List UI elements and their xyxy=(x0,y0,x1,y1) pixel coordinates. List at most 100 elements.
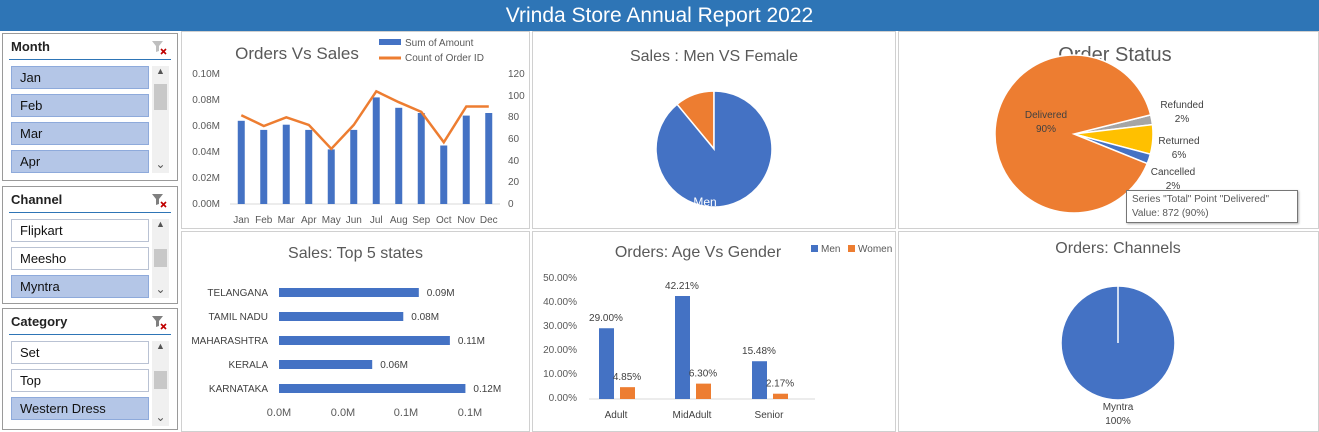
legend-label-men: Men xyxy=(821,244,840,255)
order-status-chart[interactable]: Delivered 90% Refunded 2% Returned 6% Cancelle… xyxy=(899,32,1318,228)
month-scrollbar[interactable]: ▲ ⌄ xyxy=(152,66,169,173)
orders-vs-sales-panel[interactable]: Orders Vs Sales Sum of Amount Count of O… xyxy=(181,31,530,229)
month-item-jan[interactable]: Jan xyxy=(11,66,149,89)
men-slice[interactable] xyxy=(655,90,773,208)
channel-scroll-thumb[interactable] xyxy=(154,249,167,267)
x-tick: 0.1M xyxy=(394,407,418,419)
x-tick-jul: Jul xyxy=(370,215,383,226)
sales-bar-aug[interactable] xyxy=(395,107,403,204)
women-bar-midadult[interactable] xyxy=(696,383,711,399)
women-bar-adult[interactable] xyxy=(620,387,635,399)
orders-vs-sales-chart[interactable]: Sum of Amount Count of Order ID 0.10M 0.… xyxy=(182,32,529,228)
category-item-top[interactable]: Top xyxy=(11,369,149,392)
channels-chart[interactable]: Myntra 100% xyxy=(899,232,1318,431)
right-tick: 20 xyxy=(508,177,520,188)
channels-panel[interactable]: Orders: Channels Myntra 100% xyxy=(898,231,1319,432)
month-scroll-down-icon[interactable]: ⌄ xyxy=(155,157,166,171)
legend-swatch-men xyxy=(811,245,818,252)
refunded-percent: 2% xyxy=(1175,114,1190,125)
top-states-chart[interactable]: TELANGANA 0.09M TAMIL NADU 0.08M MAHARASHTRA… xyxy=(182,232,529,431)
category-filter-clear-icon[interactable] xyxy=(151,314,167,330)
channel-slicer: Channel Flipkart Meesho Myntra ▲ ⌄ xyxy=(2,186,178,304)
men-female-panel[interactable]: Sales : Men VS Female Men xyxy=(532,31,896,229)
men-bar-adult[interactable] xyxy=(599,328,614,399)
month-scroll-up-icon[interactable]: ▲ xyxy=(156,66,165,76)
category-scroll-down-icon[interactable]: ⌄ xyxy=(155,410,166,424)
men-bar-senior[interactable] xyxy=(752,361,767,399)
channel-scroll-down-icon[interactable]: ⌄ xyxy=(155,282,166,296)
state-bar[interactable] xyxy=(279,336,450,345)
men-value-label: 15.48% xyxy=(742,346,776,357)
month-item-feb[interactable]: Feb xyxy=(11,94,149,117)
channel-item-myntra[interactable]: Myntra xyxy=(11,275,149,298)
men-value-label: 42.21% xyxy=(665,281,699,292)
count-of-order-id-line[interactable] xyxy=(240,89,489,151)
men-value-label: 29.00% xyxy=(589,313,623,324)
category-label-adult: Adult xyxy=(605,410,628,421)
x-tick-jan: Jan xyxy=(233,215,249,226)
tooltip-series-line: Series "Total" Point "Delivered" xyxy=(1132,194,1270,205)
sales-bar-may[interactable] xyxy=(327,149,335,204)
sales-bar-jun[interactable] xyxy=(350,129,358,204)
sales-bar-apr[interactable] xyxy=(305,129,313,204)
men-female-chart[interactable]: Men xyxy=(533,32,895,228)
right-tick: 100 xyxy=(508,91,525,102)
sales-bar-nov[interactable] xyxy=(462,115,470,204)
state-label: MAHARASHTRA xyxy=(191,336,268,347)
category-item-set[interactable]: Set xyxy=(11,341,149,364)
women-bar-senior[interactable] xyxy=(773,393,788,399)
women-value-label: 6.30% xyxy=(689,369,717,380)
x-tick-nov: Nov xyxy=(457,215,475,226)
sales-bar-dec[interactable] xyxy=(485,113,493,204)
sales-bar-oct[interactable] xyxy=(440,145,448,205)
sales-bar-jan[interactable] xyxy=(237,120,245,204)
right-tick: 60 xyxy=(508,134,520,145)
channel-scrollbar[interactable]: ▲ ⌄ xyxy=(152,219,169,298)
sales-bar-sep[interactable] xyxy=(417,113,425,204)
sales-bar-mar[interactable] xyxy=(282,124,290,204)
state-bar[interactable] xyxy=(279,384,466,393)
top-states-panel[interactable]: Sales: Top 5 states TELANGANA 0.09M TAMIL … xyxy=(181,231,530,432)
state-label: KARNATAKA xyxy=(209,384,268,395)
myntra-percent: 100% xyxy=(1105,416,1131,427)
category-scrollbar[interactable]: ▲ ⌄ xyxy=(152,341,169,426)
left-tick: 0.04M xyxy=(192,147,220,158)
delivered-slice[interactable] xyxy=(994,54,1152,214)
month-scroll-thumb[interactable] xyxy=(154,84,167,110)
x-tick-aug: Aug xyxy=(390,215,408,226)
category-scroll-thumb[interactable] xyxy=(154,371,167,389)
x-tick: 0.1M xyxy=(458,407,482,419)
x-tick-may: May xyxy=(322,215,341,226)
left-tick: 0.06M xyxy=(192,121,220,132)
x-tick: 0.0M xyxy=(331,407,355,419)
state-bar[interactable] xyxy=(279,288,419,297)
channel-item-flipkart[interactable]: Flipkart xyxy=(11,219,149,242)
sales-bar-feb[interactable] xyxy=(260,129,268,204)
category-slicer: Category Set Top Western Dress ▲ ⌄ xyxy=(2,308,178,430)
month-item-apr[interactable]: Apr xyxy=(11,150,149,173)
channel-filter-clear-icon[interactable] xyxy=(151,192,167,208)
report-title: Vrinda Store Annual Report 2022 xyxy=(0,0,1319,31)
month-item-mar[interactable]: Mar xyxy=(11,122,149,145)
men-slice-label: Men xyxy=(693,195,716,209)
order-status-panel[interactable]: Order Status Delivered 90% Refunded 2% Retur… xyxy=(898,31,1319,229)
men-bar-midadult[interactable] xyxy=(675,296,690,399)
category-slicer-title: Category xyxy=(11,314,68,329)
state-bar[interactable] xyxy=(279,360,373,369)
channel-item-meesho[interactable]: Meesho xyxy=(11,247,149,270)
category-scroll-up-icon[interactable]: ▲ xyxy=(156,341,165,351)
left-tick: 0.10M xyxy=(192,69,220,80)
state-bar[interactable] xyxy=(279,312,404,321)
cancelled-label: Cancelled xyxy=(1151,167,1195,178)
month-filter-clear-icon[interactable] xyxy=(151,39,167,55)
channel-scroll-up-icon[interactable]: ▲ xyxy=(156,219,165,229)
x-tick: 0.0M xyxy=(267,407,291,419)
age-gender-panel[interactable]: Orders: Age Vs Gender Men Women 50.00% 4… xyxy=(532,231,896,432)
x-tick-sep: Sep xyxy=(412,215,430,226)
age-gender-chart[interactable]: Men Women 50.00% 40.00% 30.00% 20.00% 10… xyxy=(533,232,895,431)
category-item-western-dress[interactable]: Western Dress xyxy=(11,397,149,420)
top-states-title: Sales: Top 5 states xyxy=(288,245,423,262)
x-tick-oct: Oct xyxy=(436,215,452,226)
sales-bar-jul[interactable] xyxy=(372,97,380,204)
men-female-title: Sales : Men VS Female xyxy=(629,48,799,65)
